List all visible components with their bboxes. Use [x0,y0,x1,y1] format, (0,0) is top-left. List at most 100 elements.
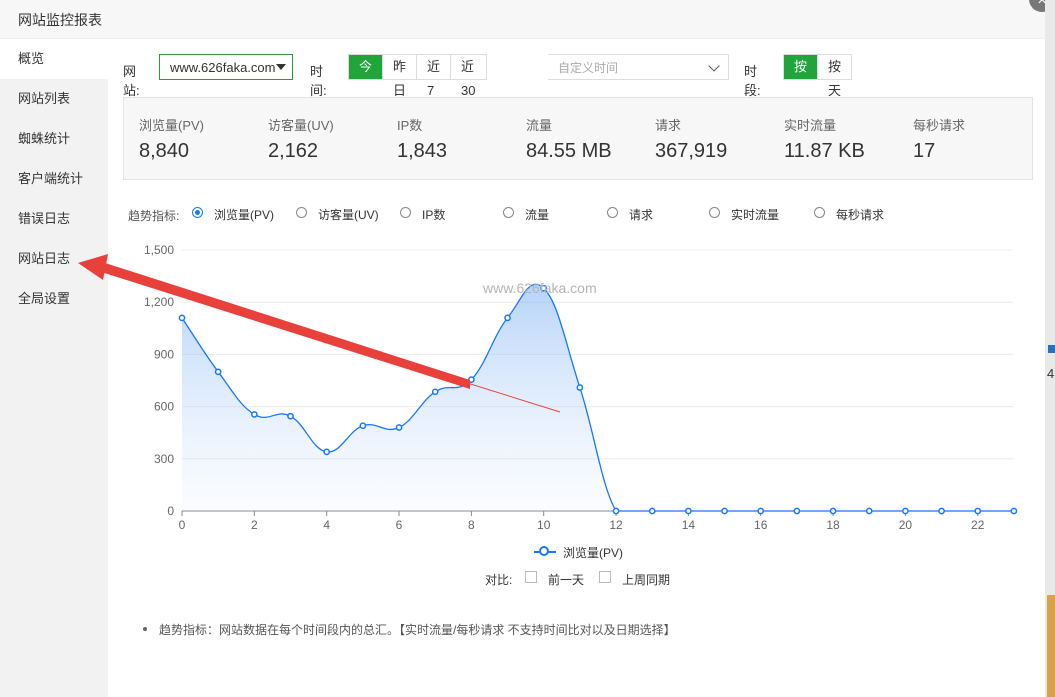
data-point [648,507,656,515]
radio-circle [814,207,825,218]
data-point [431,388,439,396]
background-orange-mark [1047,595,1055,697]
sidebar-item-label: 概览 [18,51,45,66]
stat-label: 实时流量 [784,118,837,133]
chart-points [178,284,1018,515]
window-title: 网站监控报表 [18,12,102,28]
data-point [1010,507,1018,515]
radio-label: 实时流量 [731,208,780,222]
data-point [938,507,945,515]
x-tick-label: 14 [682,518,696,532]
data-point [540,284,548,292]
radio-label: IP数 [422,208,446,222]
y-tick-label: 1,200 [144,295,174,309]
sidebar-item-label: 错误日志 [18,211,71,226]
radio-label: 流量 [525,208,550,222]
sidebar-item-spider-stats[interactable]: 蜘蛛统计 [0,119,108,159]
checkbox-label: 上周同期 [622,573,671,587]
x-tick-label: 18 [826,518,840,532]
x-tick-label: 0 [179,518,186,532]
sidebar-item-overview[interactable]: 概览 [0,39,108,79]
data-point [793,507,801,515]
data-point [829,507,837,515]
sidebar-item-label: 全局设置 [18,291,71,306]
arrow-head [78,254,108,280]
data-point [214,368,222,376]
data-point [685,507,692,515]
data-point [504,314,511,322]
data-point [178,314,186,322]
series-area [182,284,1014,511]
compare-label: 对比: [485,573,513,587]
radio-circle [503,207,514,218]
data-point [721,507,728,515]
time-label: 时间: [310,64,327,98]
note-text: 趋势指标：网站数据在每个时间段内的总汇。【实时流量/每秒请求 不支持时间比对以及… [159,623,676,637]
x-tick-label: 22 [971,518,985,532]
site-select-value: www.626faka.com [170,60,276,75]
y-tick-label: 600 [154,400,174,414]
site-select[interactable]: www.626faka.com [159,54,293,80]
data-point [612,507,620,515]
custom-time-input[interactable]: 自定义时间 [548,54,729,80]
window-titlebar: 网站监控报表 [0,0,1045,39]
caret-down-icon [276,64,286,70]
y-tick-label: 1,500 [144,243,174,257]
data-point [323,448,331,456]
data-point [395,424,403,431]
stat-label: 浏览量(PV) [139,118,205,133]
legend-marker [539,546,549,556]
chart-series [181,283,1014,512]
period-hourly-button[interactable]: 按时 [784,55,819,98]
period-button-group: 按时 按天 [783,54,853,98]
sidebar-item-site-log[interactable]: 网站日志 [0,239,108,279]
radio-circle [400,207,411,218]
data-point [287,412,294,420]
sidebar-item-label: 网站日志 [18,251,71,266]
site-label: 网站: [123,64,140,98]
stat-value: 8,840 [139,140,190,162]
period-daily-button[interactable]: 按天 [818,55,852,98]
custom-time-placeholder: 自定义时间 [558,61,619,75]
x-tick-label: 4 [323,518,330,532]
x-tick-label: 10 [537,518,551,532]
stat-value: 17 [913,140,936,162]
background-window-edge: 4 [1045,0,1055,697]
bullet-dot [143,627,147,631]
stat-label: 请求 [655,118,682,133]
stat-value: 2,162 [268,140,319,162]
sidebar-item-error-log[interactable]: 错误日志 [0,199,108,239]
sidebar-item-client-stats[interactable]: 客户端统计 [0,159,108,199]
sidebar: 概览 网站列表 蜘蛛统计 客户端统计 错误日志 网站日志 全局设置 [0,39,108,697]
radio-label: 访客量(UV) [318,208,379,222]
data-point [359,422,367,430]
sidebar-item-label: 网站列表 [18,91,71,106]
data-point [974,507,982,515]
x-tick-label: 12 [609,518,623,532]
sidebar-item-global-settings[interactable]: 全局设置 [0,279,108,319]
radio-circle [296,207,307,218]
radio-circle [607,207,618,218]
data-point [757,507,765,515]
checkbox-box [599,571,611,583]
stat-label: IP数 [397,118,423,133]
data-point [865,507,873,515]
trend-label: 趋势指标: [128,209,180,223]
background-blue-mark [1048,345,1055,353]
radio-label: 浏览量(PV) [214,208,275,222]
data-point [902,507,909,515]
radio-circle [709,207,720,218]
time-today-button[interactable]: 今日 [349,55,384,98]
sidebar-item-site-list[interactable]: 网站列表 [0,79,108,119]
stat-label: 流量 [526,118,553,133]
y-tick-label: 0 [167,504,174,518]
x-tick-label: 8 [468,518,475,532]
checkbox-box [525,571,537,583]
x-tick-label: 16 [754,518,768,532]
time-yesterday-button[interactable]: 昨日 [383,55,418,98]
sidebar-item-label: 蜘蛛统计 [18,131,71,146]
background-fragment-text: 4 [1047,366,1055,381]
y-tick-label: 300 [154,452,174,466]
checkbox-label: 前一天 [548,573,585,587]
